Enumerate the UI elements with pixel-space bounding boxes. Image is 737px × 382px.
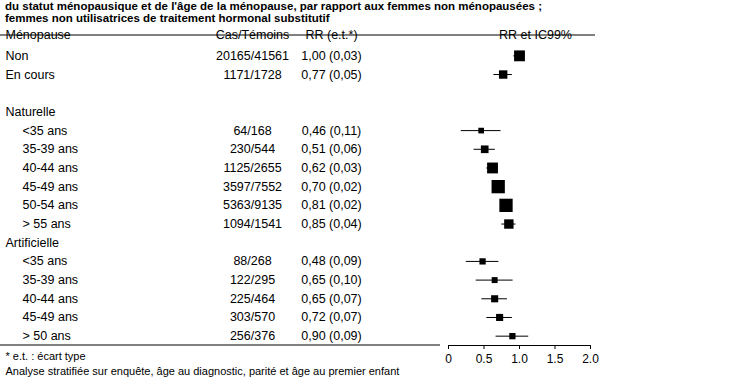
- svg-text:0,46 (0,11): 0,46 (0,11): [302, 124, 362, 138]
- svg-text:88/268: 88/268: [233, 254, 271, 268]
- svg-text:0.5: 0.5: [476, 352, 493, 366]
- svg-text:<35 ans: <35 ans: [23, 254, 68, 268]
- svg-text:<35 ans: <35 ans: [23, 124, 68, 138]
- svg-text:256/376: 256/376: [230, 329, 275, 343]
- svg-text:225/464: 225/464: [230, 292, 275, 306]
- svg-text:Analyse stratifiée sur enquête: Analyse stratifiée sur enquête, âge au d…: [6, 365, 400, 377]
- html-text:du statut ménopausique et de l: du statut ménopausique et de l'âge de la…: [5, 0, 542, 24]
- svg-text:Ménopause: Ménopause: [5, 28, 71, 43]
- svg-text:RR et IC99%: RR et IC99%: [499, 28, 572, 43]
- svg-text:Artificielle: Artificielle: [6, 236, 60, 250]
- svg-text:230/544: 230/544: [230, 142, 275, 156]
- svg-text:0,48 (0,09): 0,48 (0,09): [301, 254, 361, 268]
- svg-text:50-54 ans: 50-54 ans: [23, 198, 79, 212]
- svg-text:0,77 (0,05): 0,77 (0,05): [301, 68, 361, 82]
- svg-text:0,81 (0,02): 0,81 (0,02): [301, 198, 361, 212]
- svg-text:1171/1728: 1171/1728: [223, 68, 281, 82]
- svg-text:Cas/Témoins: Cas/Témoins: [215, 28, 290, 43]
- svg-text:0,70 (0,02): 0,70 (0,02): [301, 180, 361, 194]
- svg-text:0,65 (0,07): 0,65 (0,07): [301, 292, 361, 306]
- svg-text:> 55 ans: > 55 ans: [23, 217, 71, 231]
- svg-text:0,72 (0,07): 0,72 (0,07): [301, 310, 361, 324]
- svg-text:3597/7552: 3597/7552: [223, 180, 282, 194]
- svg-text:Naturelle: Naturelle: [6, 105, 56, 119]
- svg-text:1.5: 1.5: [547, 352, 564, 366]
- svg-text:122/295: 122/295: [230, 273, 275, 287]
- svg-text:1,00 (0,03): 1,00 (0,03): [301, 49, 361, 63]
- svg-text:RR (e.t.*): RR (e.t.*): [305, 28, 358, 43]
- svg-text:45-49 ans: 45-49 ans: [23, 180, 79, 194]
- svg-text:* e.t. : écart type: * e.t. : écart type: [6, 350, 86, 362]
- svg-text:En cours: En cours: [6, 68, 55, 82]
- svg-text:303/570: 303/570: [230, 310, 275, 324]
- svg-text:45-49 ans: 45-49 ans: [23, 310, 79, 324]
- svg-text:> 50 ans: > 50 ans: [23, 329, 71, 343]
- svg-text:1125/2655: 1125/2655: [223, 161, 281, 175]
- svg-text:40-44 ans: 40-44 ans: [23, 161, 79, 175]
- svg-text:0,62 (0,03): 0,62 (0,03): [301, 161, 361, 175]
- svg-text:64/168: 64/168: [233, 124, 271, 138]
- svg-text:1.0: 1.0: [511, 352, 528, 366]
- svg-text:40-44 ans: 40-44 ans: [23, 292, 79, 306]
- svg-text:1094/1541: 1094/1541: [223, 217, 282, 231]
- svg-text:35-39 ans: 35-39 ans: [23, 273, 79, 287]
- svg-text:35-39 ans: 35-39 ans: [23, 142, 79, 156]
- svg-text:0,90 (0,09): 0,90 (0,09): [301, 329, 361, 343]
- svg-text:0,51 (0,06): 0,51 (0,06): [301, 142, 361, 156]
- svg-text:0,65 (0,10): 0,65 (0,10): [301, 273, 361, 287]
- svg-text:2.0: 2.0: [582, 352, 599, 366]
- svg-text:0: 0: [445, 352, 452, 366]
- svg-text:Non: Non: [6, 49, 29, 63]
- svg-text:20165/41561: 20165/41561: [216, 49, 289, 63]
- svg-text:5363/9135: 5363/9135: [223, 198, 282, 212]
- svg-text:0,85 (0,04): 0,85 (0,04): [301, 217, 361, 231]
